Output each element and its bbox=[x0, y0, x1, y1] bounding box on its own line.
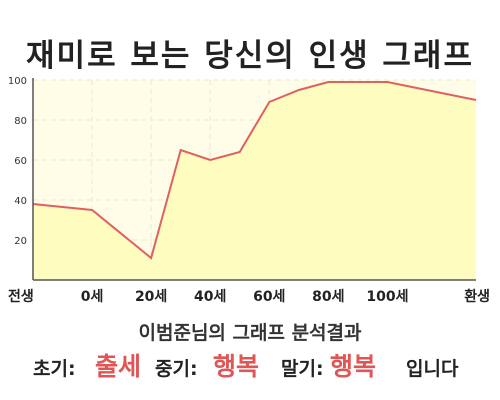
area-fill bbox=[33, 82, 476, 280]
y-tick-label: 40 bbox=[14, 196, 27, 207]
x-tick-label: 100세 bbox=[366, 289, 408, 305]
x-tick-label: 60세 bbox=[253, 289, 285, 305]
late-value: 행복 bbox=[330, 352, 377, 381]
analysis-caption: 이범준님의 그래프 분석결과 bbox=[138, 322, 362, 344]
middle-value: 행복 bbox=[213, 352, 260, 381]
y-tick-labels: 20 40 60 80 100 bbox=[8, 76, 27, 247]
x-tick-label: 0세 bbox=[81, 289, 104, 305]
series-line bbox=[32, 81, 477, 260]
x-tick-label: 전생 bbox=[8, 288, 34, 305]
ending-text: 입니다 bbox=[406, 358, 459, 380]
early-value: 출세 bbox=[95, 352, 142, 381]
x-tick-label: 20세 bbox=[135, 289, 167, 305]
x-tick-label: 80세 bbox=[312, 289, 344, 305]
y-tick-label: 100 bbox=[8, 76, 27, 87]
y-tick-label: 60 bbox=[14, 156, 27, 167]
x-tick-label: 환생 bbox=[464, 288, 490, 305]
x-tick-labels: 전생 0세 20세 40세 60세 80세 100세 환생 bbox=[8, 288, 490, 305]
y-tick-label: 20 bbox=[14, 236, 27, 247]
chart-title: 재미로 보는 당신의 인생 그래프 bbox=[26, 38, 474, 74]
early-label: 초기: bbox=[33, 358, 76, 380]
middle-label: 중기: bbox=[155, 358, 198, 380]
x-tick-label: 40세 bbox=[194, 289, 226, 305]
late-label: 말기: bbox=[281, 358, 324, 380]
y-tick-label: 80 bbox=[14, 116, 27, 127]
